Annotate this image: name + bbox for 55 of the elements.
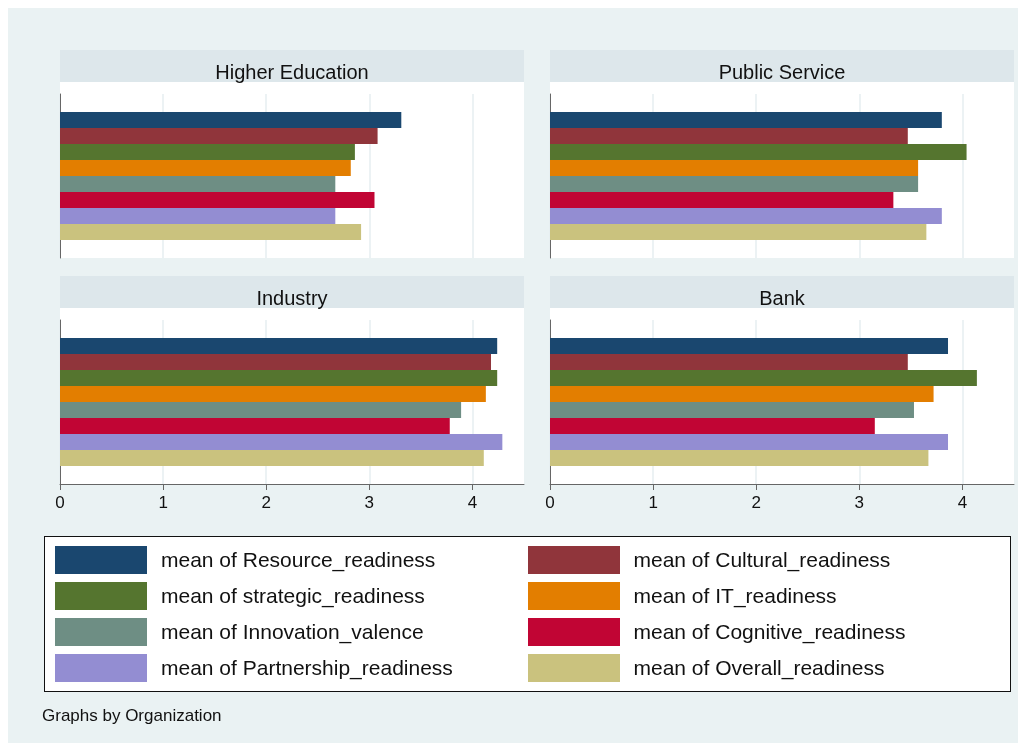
bar bbox=[550, 176, 919, 192]
x-tick-label: 3 bbox=[854, 493, 865, 512]
bar bbox=[60, 144, 355, 161]
bar bbox=[60, 449, 484, 466]
chart-title: Bank bbox=[759, 287, 806, 309]
bar bbox=[550, 354, 908, 371]
x-tick-label: 1 bbox=[158, 493, 168, 512]
bar bbox=[550, 160, 919, 176]
legend-label: mean of Cognitive_readiness bbox=[633, 620, 906, 644]
bar bbox=[60, 223, 362, 240]
bar bbox=[60, 354, 491, 371]
bar bbox=[550, 223, 927, 240]
bar bbox=[60, 433, 503, 450]
bar bbox=[550, 386, 934, 402]
bar bbox=[60, 338, 498, 355]
bar bbox=[550, 433, 949, 450]
bar bbox=[60, 417, 450, 434]
bar bbox=[60, 128, 378, 145]
chart-title: Higher Education bbox=[215, 61, 369, 83]
bar bbox=[60, 191, 375, 208]
legend-label: mean of Partnership_readiness bbox=[161, 656, 453, 680]
bar bbox=[60, 112, 402, 129]
chart-title: Public Service bbox=[718, 61, 846, 83]
legend-label: mean of Innovation_valence bbox=[161, 620, 424, 644]
bar bbox=[550, 207, 942, 224]
x-tick-label: 0 bbox=[545, 493, 555, 512]
bar bbox=[550, 449, 929, 466]
bar bbox=[550, 191, 894, 208]
bar bbox=[550, 128, 908, 145]
bar bbox=[60, 402, 462, 418]
legend-label: mean of strategic_readiness bbox=[161, 584, 425, 608]
bar bbox=[550, 112, 942, 129]
text: Graphs by Organization bbox=[42, 706, 222, 726]
bar bbox=[60, 160, 351, 176]
chart-title: Industry bbox=[256, 287, 328, 309]
bar bbox=[550, 370, 977, 387]
x-tick-label: 1 bbox=[648, 493, 658, 512]
bar bbox=[60, 176, 336, 192]
bar bbox=[550, 417, 875, 434]
bar bbox=[60, 386, 486, 402]
x-tick-label: 2 bbox=[261, 493, 271, 512]
x-tick-label: 4 bbox=[957, 493, 968, 512]
bar bbox=[550, 402, 914, 418]
bar bbox=[60, 207, 336, 224]
x-tick-label: 0 bbox=[55, 493, 65, 512]
bar bbox=[550, 338, 949, 355]
x-tick-label: 2 bbox=[751, 493, 761, 512]
x-tick-label: 4 bbox=[467, 493, 478, 512]
x-tick-label: 3 bbox=[364, 493, 375, 512]
bar bbox=[60, 370, 498, 387]
legend-label: mean of Cultural_readiness bbox=[633, 548, 891, 572]
legend-label: mean of Overall_readiness bbox=[633, 656, 885, 680]
legend-label: mean of IT_readiness bbox=[633, 584, 837, 608]
legend-label: mean of Resource_readiness bbox=[161, 548, 436, 572]
bar bbox=[550, 144, 967, 161]
